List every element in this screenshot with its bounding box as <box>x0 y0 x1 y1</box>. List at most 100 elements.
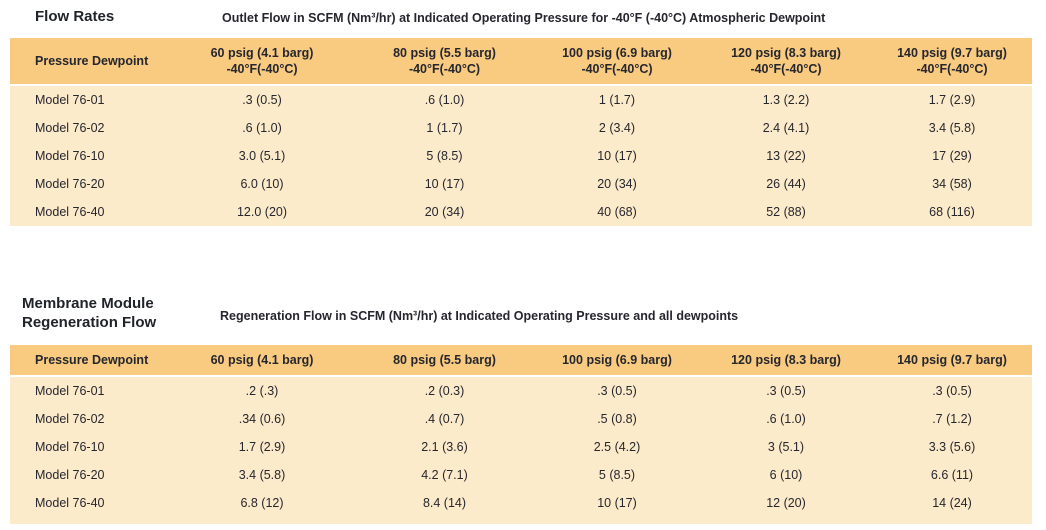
regeneration-flow-title: Membrane Module Regeneration Flow <box>10 294 220 332</box>
flow-value: 6.6 (11) <box>930 468 974 482</box>
flow-value: 3.0 (5.1) <box>238 149 286 163</box>
flow-value: 6 (10) <box>769 468 803 482</box>
table-row-model-76-10: Model 76-10 1.7 (2.9) 2.1 (3.6) 2.5 (4.2… <box>10 433 1032 461</box>
flow-value: .2 (.3) <box>245 384 279 398</box>
flow-value: 3.3 (5.6) <box>928 440 976 454</box>
model-name: Model 76-01 <box>35 384 105 398</box>
column-header-label: 120 psig (8.3 barg) <box>731 46 841 60</box>
flow-value: 4.2 (7.1) <box>421 468 468 482</box>
flow-value: 5 (8.5) <box>426 149 463 163</box>
flow-value: 12 (20) <box>766 496 806 510</box>
column-header-80psig: 80 psig (5.5 barg) -40°F(-40°C) <box>355 45 534 77</box>
table-row-model-76-40: Model 76-40 12.0 (20) 20 (34) 40 (68) 52… <box>10 198 1032 226</box>
model-name: Model 76-20 <box>35 177 105 191</box>
table-row-model-76-01: Model 76-01 .3 (0.5) .6 (1.0) 1 (1.7) 1.… <box>10 86 1032 114</box>
flow-value: 8.4 (14) <box>422 496 467 510</box>
model-name: Model 76-20 <box>35 468 105 482</box>
flow-value: 1 (1.7) <box>426 121 463 135</box>
flow-value: 2.1 (3.6) <box>421 440 468 454</box>
flow-value: 10 (17) <box>597 149 637 163</box>
flow-value: 12.0 (20) <box>236 205 288 219</box>
regeneration-flow-table: Pressure Dewpoint 60 psig (4.1 barg) 80 … <box>10 345 1032 524</box>
flow-value: 1.7 (2.9) <box>238 440 286 454</box>
flow-value: 20 (34) <box>597 177 637 191</box>
table-row-model-76-01: Model 76-01 .2 (.3) .2 (0.3) .3 (0.5) .3… <box>10 377 1032 405</box>
column-header-140psig: 140 psig (9.7 barg) <box>897 353 1007 367</box>
flow-value: 3 (5.1) <box>767 440 805 454</box>
flow-value: 6.0 (10) <box>240 177 284 191</box>
flow-value: .3 (0.5) <box>932 384 972 398</box>
flow-rates-header-row: Pressure Dewpoint 60 psig (4.1 barg) -40… <box>10 38 1032 84</box>
column-header-dewpoint: -40°F(-40°C) <box>750 62 822 76</box>
flow-value: .3 (0.5) <box>242 93 282 107</box>
column-header-dewpoint: -40°F(-40°C) <box>408 62 481 76</box>
model-name: Model 76-40 <box>35 496 105 510</box>
flow-value: 20 (34) <box>424 205 465 219</box>
flow-value: .34 (0.6) <box>238 412 286 426</box>
flow-value: 6.8 (12) <box>240 496 284 510</box>
regeneration-flow-table-body: Model 76-01 .2 (.3) .2 (0.3) .3 (0.5) .3… <box>10 377 1032 524</box>
flow-value: 13 (22) <box>766 149 806 163</box>
model-name: Model 76-01 <box>35 93 105 107</box>
model-name: Model 76-02 <box>35 121 105 135</box>
flow-value: 34 (58) <box>932 177 972 191</box>
flow-value: .4 (0.7) <box>424 412 465 426</box>
flow-value: .2 (0.3) <box>424 384 465 398</box>
regeneration-flow-subtitle: Regeneration Flow in SCFM (Nm³/hr) at In… <box>220 309 739 323</box>
flow-value: 17 (29) <box>932 149 972 163</box>
column-header-pressure-dewpoint: Pressure Dewpoint <box>35 353 149 367</box>
flow-value: .6 (1.0) <box>766 412 806 426</box>
model-name: Model 76-10 <box>35 149 105 163</box>
table-row-model-76-20: Model 76-20 6.0 (10) 10 (17) 20 (34) 26 … <box>10 170 1032 198</box>
column-header-120psig: 120 psig (8.3 barg) <box>731 353 841 367</box>
flow-rates-subtitle: Outlet Flow in SCFM (Nm³/hr) at Indicate… <box>222 11 826 25</box>
column-header-120psig: 120 psig (8.3 barg) -40°F(-40°C) <box>700 45 872 77</box>
regeneration-flow-title-line2: Regeneration Flow <box>22 314 157 331</box>
column-header-60psig: 60 psig (4.1 barg) -40°F(-40°C) <box>169 45 355 77</box>
column-header-dewpoint: -40°F(-40°C) <box>581 62 653 76</box>
flow-value: 2.4 (4.1) <box>762 121 810 135</box>
flow-rates-table: Pressure Dewpoint 60 psig (4.1 barg) -40… <box>10 38 1032 226</box>
column-header-100psig: 100 psig (6.9 barg) <box>562 353 672 367</box>
flow-value: .7 (1.2) <box>932 412 972 426</box>
table-row-model-76-20: Model 76-20 3.4 (5.8) 4.2 (7.1) 5 (8.5) … <box>10 461 1032 489</box>
column-header-label: 60 psig (4.1 barg) <box>210 46 314 60</box>
column-header-label: 80 psig (5.5 barg) <box>393 46 496 60</box>
regeneration-flow-title-line1: Membrane Module <box>22 295 154 312</box>
model-name: Model 76-02 <box>35 412 105 426</box>
column-header-140psig: 140 psig (9.7 barg) -40°F(-40°C) <box>872 45 1032 77</box>
model-name: Model 76-10 <box>35 440 105 454</box>
column-header-dewpoint: -40°F(-40°C) <box>226 62 298 76</box>
flow-value: 26 (44) <box>766 177 806 191</box>
flow-value: 2 (3.4) <box>598 121 636 135</box>
regeneration-flow-header-row: Pressure Dewpoint 60 psig (4.1 barg) 80 … <box>10 345 1032 375</box>
flow-value: 5 (8.5) <box>598 468 636 482</box>
flow-value: .3 (0.5) <box>766 384 806 398</box>
column-header-label: 100 psig (6.9 barg) <box>562 46 672 60</box>
flow-value: 3.4 (5.8) <box>928 121 976 135</box>
column-header-80psig: 80 psig (5.5 barg) <box>393 353 496 367</box>
flow-value: 10 (17) <box>597 496 637 510</box>
flow-value: 40 (68) <box>597 205 637 219</box>
column-header-dewpoint: -40°F(-40°C) <box>916 62 988 76</box>
table-row-model-76-10: Model 76-10 3.0 (5.1) 5 (8.5) 10 (17) 13… <box>10 142 1032 170</box>
flow-value: .6 (1.0) <box>242 121 282 135</box>
flow-rates-table-body: Model 76-01 .3 (0.5) .6 (1.0) 1 (1.7) 1.… <box>10 86 1032 226</box>
column-header-100psig: 100 psig (6.9 barg) -40°F(-40°C) <box>534 45 700 77</box>
flow-value: .3 (0.5) <box>597 384 637 398</box>
table-row-model-76-02: Model 76-02 .6 (1.0) 1 (1.7) 2 (3.4) 2.4… <box>10 114 1032 142</box>
flow-rates-section-header: Flow Rates Outlet Flow in SCFM (Nm³/hr) … <box>10 8 1032 26</box>
flow-value: 3.4 (5.8) <box>238 468 286 482</box>
regeneration-flow-section-header: Membrane Module Regeneration Flow Regene… <box>10 294 1032 332</box>
column-header-label: 140 psig (9.7 barg) <box>897 46 1007 60</box>
flow-value: 10 (17) <box>424 177 465 191</box>
column-header-pressure-dewpoint: Pressure Dewpoint <box>35 54 149 68</box>
model-name: Model 76-40 <box>35 205 105 219</box>
table-row-model-76-40: Model 76-40 6.8 (12) 8.4 (14) 10 (17) 12… <box>10 489 1032 517</box>
flow-value: 68 (116) <box>929 205 975 219</box>
flow-value: .6 (1.0) <box>424 93 465 107</box>
flow-value: 52 (88) <box>766 205 806 219</box>
flow-value: 1 (1.7) <box>598 93 636 107</box>
flow-rates-title: Flow Rates <box>35 8 115 25</box>
